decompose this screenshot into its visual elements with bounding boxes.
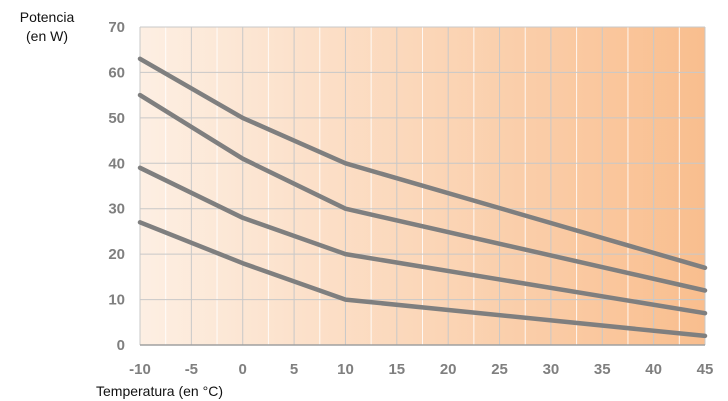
y-axis-label-line1: Potencia [19,9,75,25]
x-tick-label: 35 [594,361,611,378]
y-tick-label: 50 [108,110,125,127]
y-tick-label: 40 [108,155,125,172]
series-line-1 [137,56,708,271]
x-axis-label: Temperatura (en °C) [96,383,223,399]
series-line-2 [137,92,708,293]
x-tick-label: 45 [697,361,714,378]
x-tick-label: -5 [185,361,198,378]
y-axis-label: Potencia (en W) [10,8,84,46]
x-tick-label: 0 [239,361,247,378]
y-tick-label: 70 [108,19,125,36]
series-line-4 [137,220,708,339]
y-tick-label: 60 [108,64,125,81]
x-tick-label: 30 [543,361,560,378]
y-tick-label: 10 [108,292,125,309]
x-tick-label: 40 [645,361,662,378]
x-tick-label: 25 [491,361,508,378]
y-tick-label: 20 [108,246,125,263]
y-axis-label-line2: (en W) [26,28,68,44]
x-tick-label: 20 [440,361,457,378]
x-tick-label: 15 [388,361,405,378]
x-tick-label: 10 [337,361,354,378]
series-line-3 [137,165,708,316]
y-tick-label: 30 [108,201,125,218]
x-tick-label: -10 [129,361,151,378]
y-tick-label: 0 [117,337,125,354]
x-tick-label: 5 [290,361,298,378]
